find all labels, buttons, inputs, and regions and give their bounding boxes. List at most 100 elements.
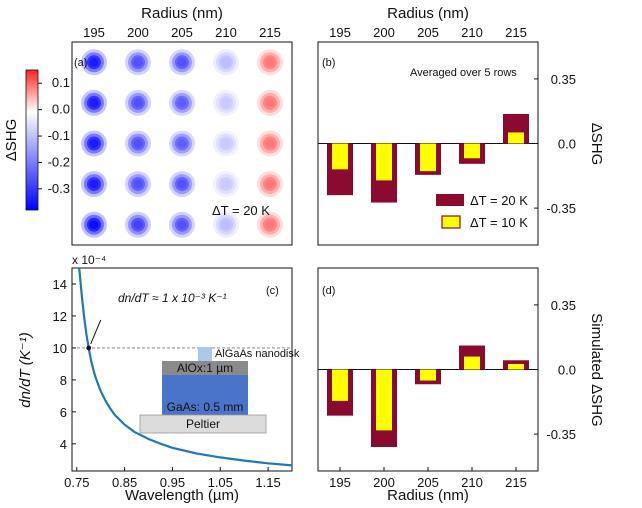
colorbar-tick-label: 0.1 <box>52 75 70 90</box>
bar-10k <box>376 143 392 181</box>
panel-a-tick-label: 195 <box>83 25 105 40</box>
heatmap-spot <box>213 89 239 116</box>
inset-gaas-label: GaAs: 0.5 mm <box>167 400 244 414</box>
heatmap-spot <box>125 130 151 157</box>
legend-label-20k: ΔT = 20 K <box>470 193 528 208</box>
heatmap-spot <box>125 211 151 238</box>
panel-b: Radius (nm) 195 200 205 210 215 (b) Averaged… <box>317 5 605 246</box>
panel-c: 0.75 0.85 0.95 1.05 1.15 4 6 8 10 12 14 x 10⁻⁴ (c)… <box>17 253 300 504</box>
panel-a-tick-label: 205 <box>171 25 193 40</box>
y-tick-label: 8 <box>60 373 67 388</box>
colorbar-tick-label: -0.1 <box>48 128 70 143</box>
y-tick-label: 10 <box>53 341 67 356</box>
panel-b-label: (b) <box>322 57 335 69</box>
y-tick-label: 0.35 <box>551 298 576 313</box>
heatmap-spot <box>81 211 107 238</box>
top-tick-label: 195 <box>329 25 351 40</box>
panel-a-label: (a) <box>74 57 87 69</box>
heatmap-spot <box>125 89 151 116</box>
panel-c-multiplier: x 10⁻⁴ <box>72 253 106 267</box>
panel-a-heatmap-spots <box>81 49 283 238</box>
heatmap-spot <box>169 89 195 116</box>
y-tick-label: 0.35 <box>551 72 576 87</box>
bar-10k <box>376 369 392 431</box>
x-tick-label: 1.15 <box>255 475 280 490</box>
heatmap-spot <box>81 171 107 198</box>
heatmap-spot <box>81 49 107 76</box>
x-tick-label: 0.75 <box>64 475 89 490</box>
inset-peltier-label: Peltier <box>186 417 220 431</box>
y-tick-label: -0.35 <box>546 427 576 442</box>
heatmap-spot <box>169 211 195 238</box>
panel-d-y-ticks: 0.35 0.0 -0.35 <box>534 298 576 442</box>
y-tick-label: -0.35 <box>546 201 576 216</box>
heatmap-spot <box>213 211 239 238</box>
panel-c-y-title: dn/dT (K⁻¹) <box>17 332 34 407</box>
x-tick-label: 200 <box>373 475 395 490</box>
heatmap-spot <box>169 171 195 198</box>
panel-b-legend: ΔT = 20 K ΔT = 10 K <box>436 193 528 230</box>
device-inset: AlGaAs nanodisk AlOx:1 µm GaAs: 0.5 mm P… <box>139 347 300 434</box>
heatmap-spot <box>257 211 283 238</box>
panel-c-marked-point <box>86 345 92 351</box>
panel-b-x-title: Radius (nm) <box>387 5 469 22</box>
colorbar-label: ΔSHG <box>3 119 20 162</box>
y-tick-label: 12 <box>53 309 67 324</box>
inset-nanodisk-label: AlGaAs nanodisk <box>215 348 300 360</box>
y-tick-label: 0.0 <box>558 137 576 152</box>
colorbar-ticks: 0.1 0.0 -0.1 -0.2 -0.3 <box>38 75 70 196</box>
heatmap-spot <box>81 89 107 116</box>
heatmap-spot <box>257 49 283 76</box>
x-tick-label: 0.95 <box>160 475 185 490</box>
bar-10k <box>332 369 348 401</box>
panel-d-label: (d) <box>322 285 335 297</box>
panel-d-bars <box>327 345 529 448</box>
heatmap-spot <box>257 130 283 157</box>
bar-10k <box>464 356 480 370</box>
panel-b-annotation: Averaged over 5 rows <box>410 67 517 79</box>
top-tick-label: 210 <box>461 25 483 40</box>
panel-b-y-ticks: 0.35 0.0 -0.35 <box>534 72 576 216</box>
panel-a-tick-label: 200 <box>127 25 149 40</box>
y-tick-label: 14 <box>53 277 67 292</box>
top-tick-label: 215 <box>505 25 527 40</box>
colorbar-tick-label: -0.3 <box>48 181 70 196</box>
x-tick-label: 205 <box>417 475 439 490</box>
panel-b-bars <box>327 113 529 203</box>
heatmap-spot <box>257 89 283 116</box>
panel-c-annotation: dn/dT ≈ 1 x 10⁻³ K⁻¹ <box>118 291 227 305</box>
legend-swatch-10k <box>441 215 461 229</box>
legend-label-10k: ΔT = 10 K <box>470 215 528 230</box>
bar-10k <box>420 369 436 381</box>
inset-peltier <box>139 414 267 434</box>
heatmap-spot <box>213 49 239 76</box>
panel-c-curve <box>78 267 293 467</box>
heatmap-spot <box>257 171 283 198</box>
panel-c-x-title: Wavelength (µm) <box>125 487 239 504</box>
colorbar-tick-label: -0.2 <box>48 154 70 169</box>
x-tick-label: 195 <box>329 475 351 490</box>
panel-b-top-ticks: 195 200 205 210 215 <box>329 25 527 46</box>
heatmap-spot <box>169 130 195 157</box>
bar-10k <box>508 363 524 370</box>
bar-10k <box>420 143 436 172</box>
top-tick-label: 200 <box>373 25 395 40</box>
inset-gaas-layer <box>162 375 248 415</box>
x-tick-label: 210 <box>461 475 483 490</box>
panel-a-x-title: Radius (nm) <box>141 5 223 22</box>
inset-nanodisk <box>198 347 212 361</box>
inset-aloX-layer <box>162 361 248 375</box>
top-tick-label: 205 <box>417 25 439 40</box>
panel-b-y-title: ΔSHG <box>588 123 605 166</box>
panel-c-label: (c) <box>266 285 279 297</box>
heatmap-spot <box>169 49 195 76</box>
panel-d-y-title: Simulated ΔSHG <box>588 313 605 426</box>
inset-aloX-label: AlOx:1 µm <box>177 361 233 375</box>
panel-d: (d) 195 200 205 210 215 0.35 0.0 -0.35 Radius … <box>317 267 605 504</box>
y-tick-label: 4 <box>60 437 67 452</box>
legend-swatch-20k <box>436 194 464 206</box>
panel-d-x-title: Radius (nm) <box>387 487 469 504</box>
heatmap-spot <box>125 171 151 198</box>
panel-a: Radius (nm) 195 200 205 210 215 (a) ΔT = 20 … <box>3 5 293 246</box>
